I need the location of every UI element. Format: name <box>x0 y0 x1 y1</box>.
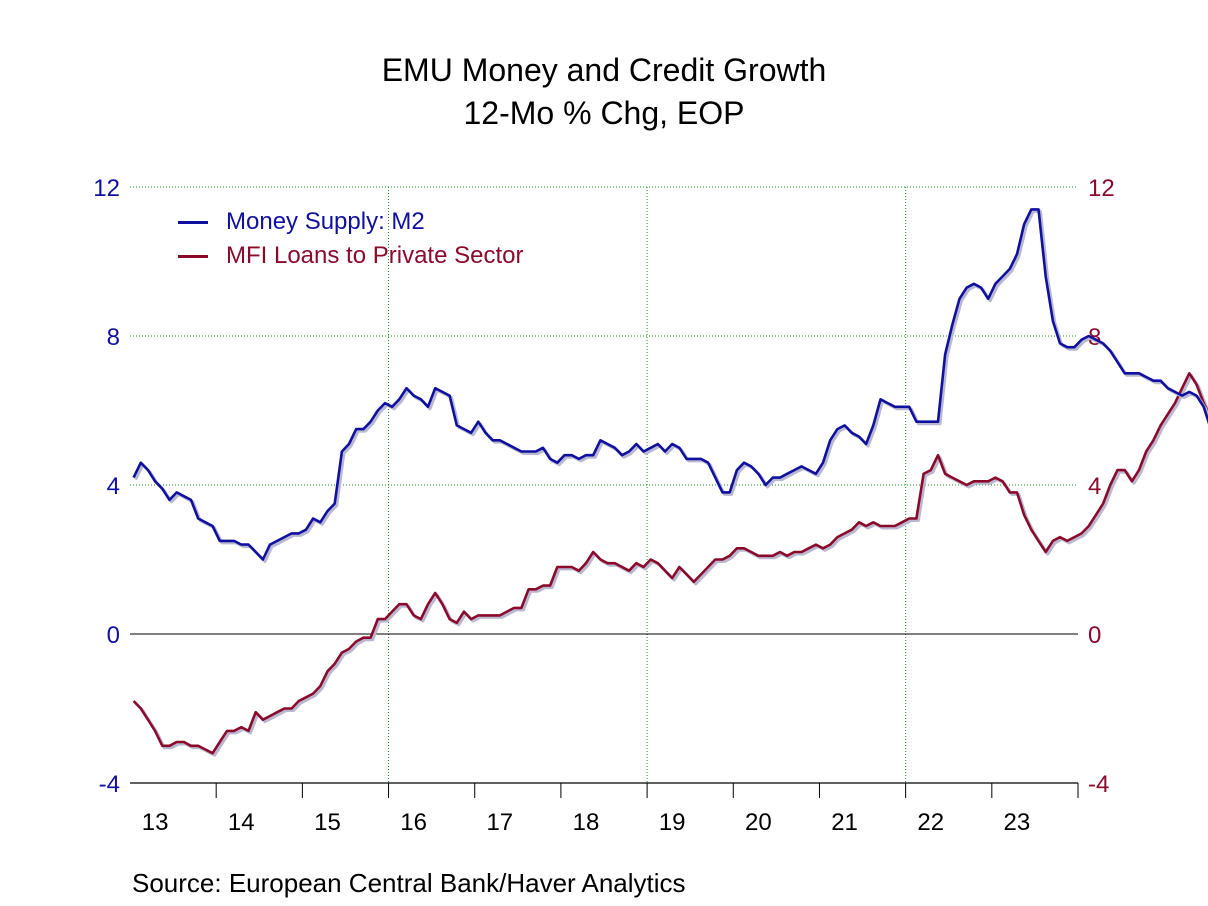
chart-subtitle: 12-Mo % Chg, EOP <box>463 95 745 131</box>
x-tick-label: 17 <box>486 809 513 836</box>
series-line-m2 <box>132 208 1208 561</box>
y-left-tick-label: 0 <box>107 622 120 649</box>
x-tick-label: 20 <box>745 809 772 836</box>
chart-title: EMU Money and Credit Growth <box>381 52 827 88</box>
x-tick-label: 14 <box>228 809 255 836</box>
y-right-tick-label: -4 <box>1088 771 1109 798</box>
x-tick-label: 15 <box>314 809 341 836</box>
x-tick-label: 13 <box>142 809 169 836</box>
y-left-tick-label: 8 <box>107 324 120 351</box>
legend-swatch-loans <box>178 255 208 258</box>
source-note: Source: European Central Bank/Haver Anal… <box>132 868 686 898</box>
legend-label-loans: MFI Loans to Private Sector <box>226 242 524 269</box>
y-left-tick-label: -4 <box>99 771 120 798</box>
y-right-tick-label: 0 <box>1088 622 1101 649</box>
y-right-tick-label: 8 <box>1088 324 1101 351</box>
x-tick-label: 22 <box>917 809 944 836</box>
y-right-tick-label: 4 <box>1088 473 1101 500</box>
x-tick-label: 19 <box>659 809 686 836</box>
y-right-tick-label: 12 <box>1088 175 1115 202</box>
x-tick-label: 16 <box>400 809 427 836</box>
y-left-tick-label: 12 <box>93 175 120 202</box>
legend-swatch-m2 <box>178 221 208 224</box>
series-shadow-loans <box>134 373 1208 757</box>
series-line-loans <box>132 371 1208 755</box>
legend-label-m2: Money Supply: M2 <box>226 208 425 235</box>
x-tick-label: 21 <box>831 809 858 836</box>
x-tick-label: 23 <box>1004 809 1031 836</box>
x-tick-label: 18 <box>573 809 600 836</box>
y-left-tick-label: 4 <box>107 473 120 500</box>
